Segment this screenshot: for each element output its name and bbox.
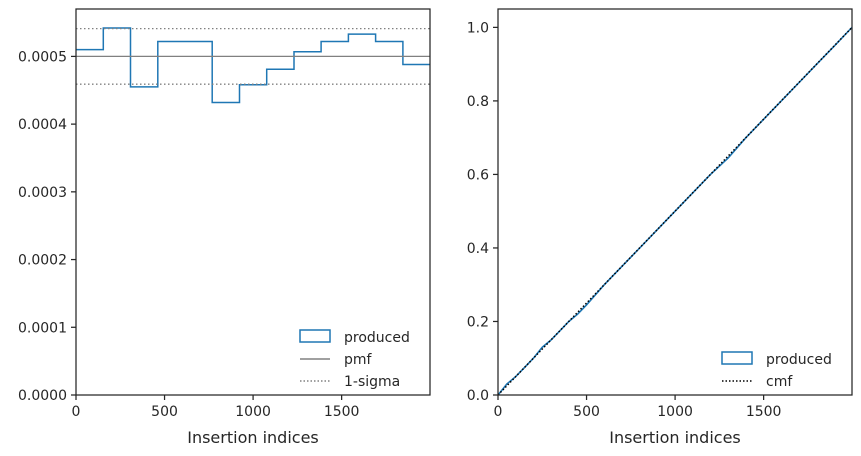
x-tick-label: 1500 — [746, 404, 782, 420]
y-tick-label: 0.4 — [467, 241, 489, 257]
y-tick-label: 0.6 — [467, 167, 489, 183]
x-tick-label: 1000 — [657, 404, 693, 420]
y-tick-label: 0.0005 — [18, 49, 67, 65]
y-tick-label: 0.2 — [467, 314, 489, 330]
series-produced-step — [76, 27, 430, 104]
x-tick-label: 500 — [151, 404, 178, 420]
plot-area — [498, 26, 852, 395]
y-tick-label: 0.0 — [467, 388, 489, 404]
y-tick-label: 0.0003 — [18, 185, 67, 201]
y-tick-label: 0.8 — [467, 94, 489, 110]
y-tick-label: 0.0000 — [18, 388, 67, 404]
y-tick-label: 1.0 — [467, 20, 489, 36]
legend-swatch-produced — [299, 329, 331, 343]
legend: produced cmf — [721, 351, 832, 390]
y-tick-label: 0.0004 — [18, 117, 67, 133]
x-axis-label: Insertion indices — [187, 428, 319, 447]
legend-label-produced: produced — [344, 330, 410, 346]
legend-label-cmf: cmf — [766, 374, 793, 390]
legend: produced pmf 1-sigma — [299, 329, 410, 390]
x-tick-label: 0 — [494, 404, 503, 420]
left-panel-pmf: 0 500 1000 1500 0.0000 0.0001 0.0002 0.0003 0.00… — [18, 8, 431, 447]
series-produced-line — [498, 26, 852, 395]
y-tick-label: 0.0001 — [18, 320, 67, 336]
legend-label-1-sigma: 1-sigma — [344, 374, 400, 390]
right-panel-cmf: 0 500 1000 1500 0.0 0.2 0.4 0.6 0.8 1.0 Insertion … — [467, 8, 853, 447]
plot-area — [76, 27, 430, 104]
legend-label-pmf: pmf — [344, 352, 373, 368]
x-tick-label: 500 — [573, 404, 600, 420]
series-cmf-line — [498, 26, 852, 395]
legend-swatch-produced — [721, 351, 753, 365]
y-tick-label: 0.0002 — [18, 253, 67, 269]
x-tick-label: 1000 — [235, 404, 271, 420]
axes-frame — [497, 8, 853, 396]
x-tick-label: 1500 — [324, 404, 360, 420]
x-tick-label: 0 — [72, 404, 81, 420]
legend-label-produced: produced — [766, 352, 832, 368]
x-axis-label: Insertion indices — [609, 428, 741, 447]
